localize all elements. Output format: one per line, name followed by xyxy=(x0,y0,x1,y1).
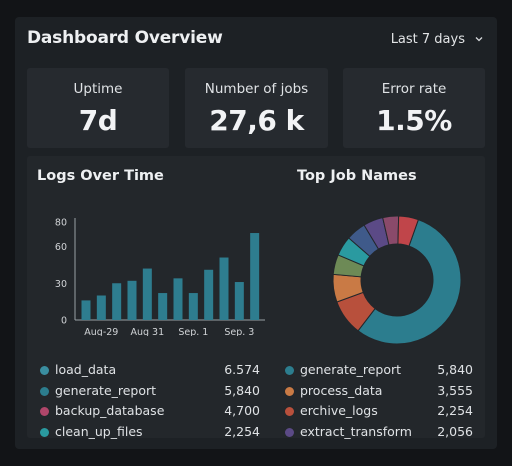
legend-value: 2,254 xyxy=(224,423,260,439)
y-tick-label: 60 xyxy=(55,242,67,253)
legend-dot xyxy=(285,366,294,375)
y-tick-label: 80 xyxy=(55,218,67,229)
legend-value: 5,840 xyxy=(224,382,260,398)
legend-name: erchive_logs xyxy=(300,403,378,418)
legend-dot xyxy=(285,407,294,416)
logs-bar-chart: 80 60 30 0 Aug-29 Aug 31 Sep. 1 Sep. 3 xyxy=(55,218,265,336)
legend-item: process_data 3,555 xyxy=(285,382,473,403)
y-tick-label: 0 xyxy=(61,316,67,327)
legend-value: 6.574 xyxy=(224,362,260,377)
legend-dot xyxy=(40,427,49,437)
kpi-row: Uptime 7d Number of jobs 27,6 k Error ra… xyxy=(27,68,485,148)
legend-item: load_data 6.574 xyxy=(40,361,260,382)
jobs-donut-chart xyxy=(332,215,462,345)
legend-item: backup_database 4,700 xyxy=(40,402,260,423)
x-tick-label: Aug 31 xyxy=(130,327,164,336)
legend-left: load_data 6.574 generate_report 5,840 ba… xyxy=(40,361,260,443)
kpi-label: Uptime xyxy=(73,81,123,97)
date-range-select[interactable]: Last 7 days xyxy=(391,29,485,49)
legend-name: generate_report xyxy=(55,382,157,398)
chevron-down-icon xyxy=(475,37,483,42)
legend-dot xyxy=(40,386,49,396)
legend-value: 3,555 xyxy=(437,382,473,398)
legend-item: generate_report 5,840 xyxy=(285,361,473,382)
bar xyxy=(81,300,91,320)
bar xyxy=(158,293,168,320)
legend-name: clean_up_files xyxy=(55,423,143,439)
x-tick-label: Aug-29 xyxy=(84,327,118,336)
kpi-number-of-jobs: Number of jobs 27,6 k xyxy=(185,68,328,148)
legend-name: backup_database xyxy=(55,403,165,418)
donut-slice xyxy=(357,219,462,345)
bar xyxy=(173,278,183,320)
legend-value: 2,056 xyxy=(437,423,473,439)
page-title: Dashboard Overview xyxy=(27,28,223,48)
bar xyxy=(250,233,260,320)
legend-item: clean_up_files 2,254 xyxy=(40,423,260,444)
date-range-label: Last 7 days xyxy=(390,31,465,47)
logs-chart-title: Logs Over Time xyxy=(37,168,164,184)
kpi-label: Error rate xyxy=(381,81,447,97)
legend-dot xyxy=(285,386,294,396)
kpi-value: 27,6 k xyxy=(209,104,304,137)
legend-item: erchive_logs 2,254 xyxy=(285,402,473,423)
donut-slice xyxy=(397,215,419,247)
legend-dot xyxy=(40,366,49,375)
kpi-label: Number of jobs xyxy=(204,81,309,97)
jobs-chart-title: Top Job Names xyxy=(297,168,417,184)
bar xyxy=(219,257,229,320)
kpi-error-rate: Error rate 1.5% xyxy=(343,68,485,148)
legend-name: process_data xyxy=(300,382,383,398)
legend-dot xyxy=(40,407,49,416)
x-tick-label: Sep. 3 xyxy=(224,327,254,336)
header: Dashboard Overview Last 7 days xyxy=(15,17,497,63)
legend-value: 5,840 xyxy=(437,362,473,377)
legend-name: load_data xyxy=(55,362,117,377)
charts-panel: Logs Over Time Top Job Names 80 60 30 0 Aug-… xyxy=(27,156,485,439)
legend-name: generate_report xyxy=(300,362,402,377)
legend-value: 4,700 xyxy=(224,403,260,418)
legend-right: generate_report 5,840 process_data 3,555… xyxy=(285,361,473,443)
kpi-value: 1.5% xyxy=(376,104,452,137)
kpi-uptime: Uptime 7d xyxy=(27,68,169,148)
legend-item: extract_transform 2,056 xyxy=(285,423,473,444)
bar xyxy=(112,283,122,320)
bar xyxy=(188,293,198,320)
legend-value: 2,254 xyxy=(437,403,473,418)
kpi-value: 7d xyxy=(78,104,118,137)
bar xyxy=(127,280,137,320)
bar xyxy=(142,268,152,320)
bar xyxy=(204,269,214,320)
bar xyxy=(96,295,106,320)
x-tick-label: Sep. 1 xyxy=(178,327,208,336)
legend-item: generate_report 5,840 xyxy=(40,382,260,403)
bar xyxy=(234,282,244,320)
legend-name: extract_transform xyxy=(300,423,412,439)
dashboard: Dashboard Overview Last 7 days Uptime 7d… xyxy=(15,17,497,449)
legend-dot xyxy=(285,427,294,437)
y-tick-label: 30 xyxy=(55,279,67,290)
